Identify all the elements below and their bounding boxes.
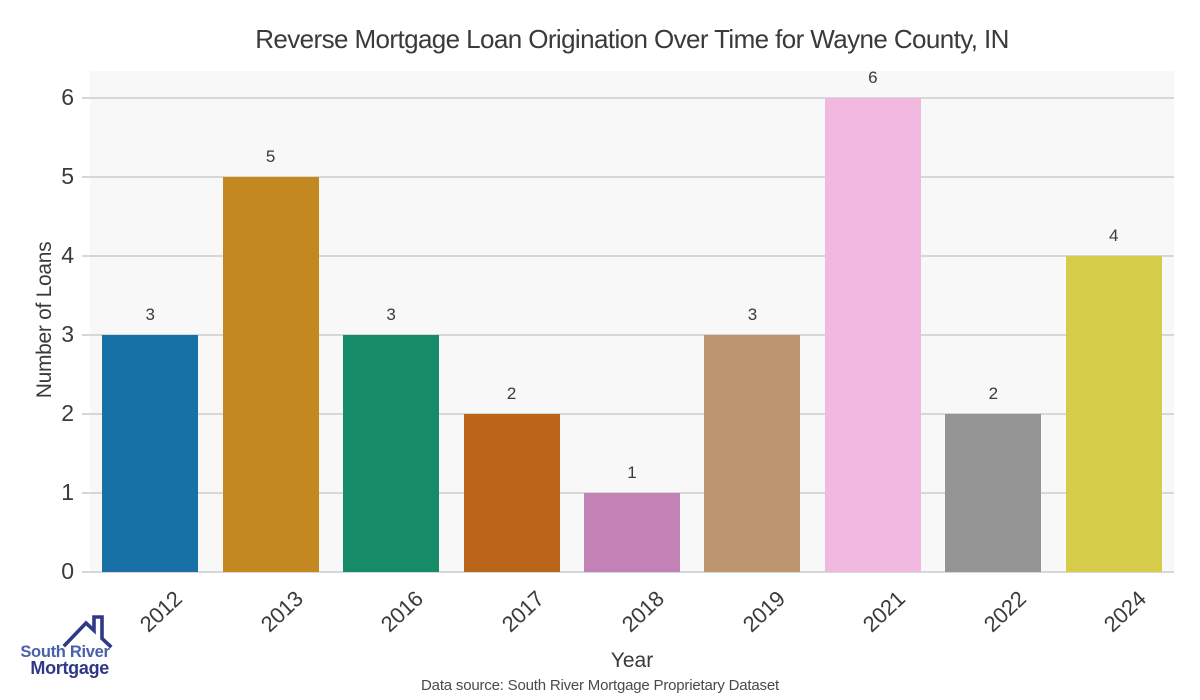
bar-2016 xyxy=(343,335,440,572)
y-tick-label-2: 2 xyxy=(61,400,74,426)
bar-value-2018: 1 xyxy=(627,463,637,482)
south-river-mortgage-logo: South River Mortgage xyxy=(0,612,130,682)
y-tick-mark-0 xyxy=(82,571,90,573)
x-tick-label-2024: 2024 xyxy=(1098,586,1151,637)
bar-2012 xyxy=(102,335,199,572)
bar-2024 xyxy=(1065,256,1162,572)
bar-2017 xyxy=(463,414,560,572)
x-axis-title: Year xyxy=(610,649,654,672)
y-tick-label-0: 0 xyxy=(61,558,74,584)
bar-value-2016: 3 xyxy=(386,305,396,324)
bar-2021 xyxy=(824,98,921,572)
logo-text-line2: Mortgage xyxy=(30,658,109,678)
gridline-3 xyxy=(90,334,1174,336)
y-tick-mark-2 xyxy=(82,413,90,415)
gridline-2 xyxy=(90,413,1174,415)
y-tick-mark-1 xyxy=(82,492,90,494)
bar-value-2013: 5 xyxy=(265,147,276,166)
chart-title: Reverse Mortgage Loan Origination Over T… xyxy=(255,24,1009,54)
bar-2022 xyxy=(945,414,1042,572)
bar-2018 xyxy=(584,493,680,572)
bar-value-2019: 3 xyxy=(747,305,758,324)
y-tick-mark-6 xyxy=(82,97,90,99)
logo-text-line1: South River xyxy=(20,643,110,661)
y-axis: 0 1 2 3 4 5 6 xyxy=(0,71,78,584)
x-tick-label-2017: 2017 xyxy=(496,586,549,637)
gridline-1 xyxy=(90,492,1174,494)
plot-area: 3 5 3 2 1 3 6 2 4 xyxy=(82,68,1174,573)
x-tick-label-2013: 2013 xyxy=(255,586,308,637)
y-tick-mark-3 xyxy=(82,334,90,336)
x-tick-label-2022: 2022 xyxy=(978,586,1031,637)
x-tick-label-2021: 2021 xyxy=(857,586,910,637)
house-roof-icon xyxy=(62,615,113,649)
y-tick-label-3: 3 xyxy=(61,321,74,347)
y-tick-label-6: 6 xyxy=(61,84,74,110)
y-tick-label-4: 4 xyxy=(61,242,74,268)
x-axis: 2012 2013 2016 2017 2018 2019 2021 2022 2024 xyxy=(90,586,1174,656)
bar-value-2017: 2 xyxy=(506,384,517,403)
data-source-note: Data source: South River Mortgage Propri… xyxy=(421,677,779,694)
gridline-5 xyxy=(90,176,1174,178)
bar-2019 xyxy=(704,335,801,572)
x-tick-label-2018: 2018 xyxy=(617,586,670,637)
y-tick-mark-5 xyxy=(82,176,90,178)
bar-value-2022: 2 xyxy=(988,384,999,403)
bar-value-2012: 3 xyxy=(145,305,155,324)
y-tick-label-5: 5 xyxy=(61,163,74,189)
x-tick-label-2016: 2016 xyxy=(376,586,429,637)
x-tick-label-2019: 2019 xyxy=(737,586,790,637)
bar-2013 xyxy=(222,177,319,572)
bar-value-2024: 4 xyxy=(1109,226,1119,245)
y-tick-label-1: 1 xyxy=(61,479,74,505)
gridline-6 xyxy=(90,97,1174,99)
x-tick-label-2012: 2012 xyxy=(135,586,188,637)
y-tick-mark-4 xyxy=(82,255,90,257)
bar-value-2021: 6 xyxy=(868,68,878,87)
gridline-4 xyxy=(90,255,1174,257)
